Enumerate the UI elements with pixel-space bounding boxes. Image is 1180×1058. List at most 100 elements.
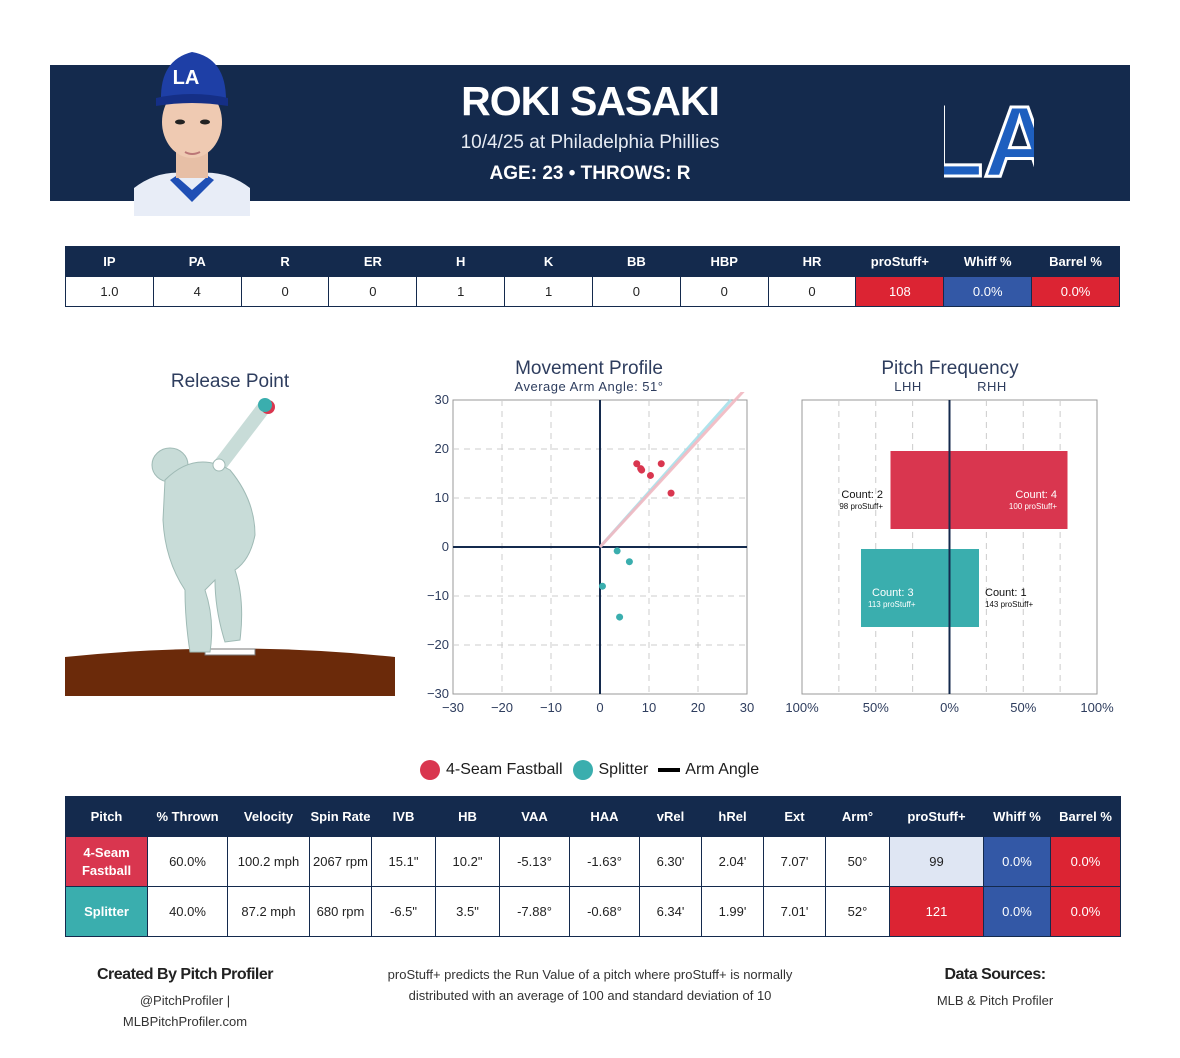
x-tick-label: 0 <box>596 700 603 715</box>
stat-header-11: Barrel % <box>1031 246 1120 277</box>
fastball-point <box>657 460 665 468</box>
x-tick-label: 30 <box>740 700 754 715</box>
splitter-lhh-bar <box>861 549 950 627</box>
data-sources-title: Data Sources: <box>944 966 1046 983</box>
pitch-cell-1-10: 7.01' <box>763 886 826 937</box>
splitter-point <box>616 613 624 621</box>
pitch-cell-0-3: 2067 rpm <box>309 836 372 887</box>
lhh-label: LHH <box>894 379 922 394</box>
pitch-header-6: VAA <box>499 796 570 837</box>
pitch-cell-1-0: Splitter <box>65 886 148 937</box>
stat-value-6: 0 <box>591 276 681 307</box>
stat-value-11: 0.0% <box>1031 276 1120 307</box>
fastball-point <box>633 460 641 468</box>
pitch-cell-0-14: 0.0% <box>1050 836 1121 887</box>
splitter-lhh-count: Count: 3 <box>872 587 914 599</box>
footer-sources: Data Sources: MLB & Pitch Profiler <box>880 964 1110 1011</box>
x-tick-label: −30 <box>442 700 464 715</box>
rhh-label: RHH <box>977 379 1007 394</box>
pitch-cell-1-13: 0.0% <box>983 886 1051 937</box>
splitter-point <box>598 582 606 590</box>
pitch-cell-1-5: 3.5" <box>435 886 500 937</box>
pitch-cell-1-3: 680 rpm <box>309 886 372 937</box>
stat-value-1: 4 <box>152 276 242 307</box>
pitch-cell-1-6: -7.88° <box>499 886 570 937</box>
created-by: Created By Pitch Profiler <box>97 966 274 983</box>
footer-credits: Created By Pitch Profiler @PitchProfiler… <box>60 964 310 1032</box>
team-logo-text: LA <box>944 86 1034 190</box>
player-meta: AGE: 23 • THROWS: R <box>489 163 691 184</box>
pitcher-silhouette <box>151 399 272 653</box>
stat-value-10: 0.0% <box>943 276 1033 307</box>
fastball-lhh-prostuff: 98 proStuff+ <box>839 502 883 511</box>
twitter-handle[interactable]: @PitchProfiler | <box>139 993 231 1008</box>
pitch-cell-1-1: 40.0% <box>147 886 228 937</box>
stat-header-3: ER <box>328 246 418 277</box>
fastball-point <box>667 489 675 497</box>
pitch-header-5: HB <box>435 796 500 837</box>
player-photo: LA <box>134 52 250 216</box>
pitch-cell-0-4: 15.1" <box>371 836 436 887</box>
y-tick-label: −10 <box>427 588 449 603</box>
stat-value-9: 108 <box>855 276 945 307</box>
fastball-legend-dot <box>420 760 440 780</box>
game-info: 10/4/25 at Philadelphia Phillies <box>460 132 720 153</box>
y-tick-label: −20 <box>427 637 449 652</box>
pitch-header-9: hRel <box>701 796 764 837</box>
game-stats-table: IP PA R ER H K BB HBP HR proStuff+ Whiff % Barrel %… <box>65 246 1120 307</box>
pitch-cell-1-9: 1.99' <box>701 886 764 937</box>
website-link[interactable]: MLBPitchProfiler.com <box>122 1014 248 1029</box>
stat-header-10: Whiff % <box>943 246 1033 277</box>
stat-header-9: proStuff+ <box>855 246 945 277</box>
team-logo: LA <box>944 85 1034 191</box>
pitch-cell-1-2: 87.2 mph <box>227 886 310 937</box>
pitch-header-2: Velocity <box>227 796 310 837</box>
stat-value-0: 1.0 <box>65 276 154 307</box>
pitch-header-3: Spin Rate <box>309 796 372 837</box>
legend-fastball: 4-Seam Fastball <box>446 761 563 778</box>
stat-header-7: HBP <box>679 246 769 277</box>
release-point-splitter <box>258 398 272 412</box>
pitch-cell-0-5: 10.2" <box>435 836 500 887</box>
pitch-cell-0-11: 50° <box>825 836 890 887</box>
data-sources: MLB & Pitch Profiler <box>936 993 1054 1008</box>
pitch-header-13: Whiff % <box>983 796 1051 837</box>
stat-header-6: BB <box>591 246 681 277</box>
pitch-cell-0-0: 4-Seam Fastball <box>65 836 148 887</box>
pitch-cell-0-12: 99 <box>889 836 984 887</box>
freq-x-tick: 100% <box>1080 700 1114 715</box>
pitch-header-8: vRel <box>639 796 702 837</box>
legend-splitter: Splitter <box>598 761 649 778</box>
pitch-header-10: Ext <box>763 796 826 837</box>
splitter-rhh-count: Count: 1 <box>985 587 1027 599</box>
splitter-point <box>625 558 633 566</box>
fastball-lhh-count: Count: 2 <box>841 489 883 501</box>
cap-logo-text: LA <box>173 67 200 89</box>
freq-x-tick: 50% <box>863 700 889 715</box>
pitchers-mound <box>65 648 395 696</box>
release-title: Release Point <box>170 371 290 392</box>
fastball-rhh-count: Count: 4 <box>1015 489 1057 501</box>
prostuff-desc-2: distributed with an average of 100 and s… <box>408 988 772 1003</box>
pitch-cell-1-14: 0.0% <box>1050 886 1121 937</box>
x-tick-label: 10 <box>642 700 656 715</box>
stat-header-5: K <box>504 246 593 277</box>
chart-legend: 4-Seam Fastball Splitter Arm Angle <box>420 758 759 782</box>
pitch-cell-1-12: 121 <box>889 886 984 937</box>
stat-value-5: 1 <box>504 276 593 307</box>
prostuff-desc-1: proStuff+ predicts the Run Value of a pi… <box>387 967 793 982</box>
fastball-point <box>646 471 654 479</box>
pitch-cell-0-8: 6.30' <box>639 836 702 887</box>
pitch-cell-1-4: -6.5" <box>371 886 436 937</box>
freq-x-tick: 0% <box>940 700 959 715</box>
legend-arm-angle: Arm Angle <box>685 761 760 778</box>
stat-value-8: 0 <box>767 276 857 307</box>
pitch-cell-1-8: 6.34' <box>639 886 702 937</box>
player-name: ROKI SASAKI <box>461 78 720 124</box>
splitter-point <box>613 547 621 555</box>
pitch-cell-0-13: 0.0% <box>983 836 1051 887</box>
pitching-rubber <box>204 648 256 656</box>
stat-value-4: 1 <box>416 276 506 307</box>
pitch-metrics-table: Pitch% Thrown Velocity Spin Rate IVB HB VAA HA… <box>65 796 1121 937</box>
